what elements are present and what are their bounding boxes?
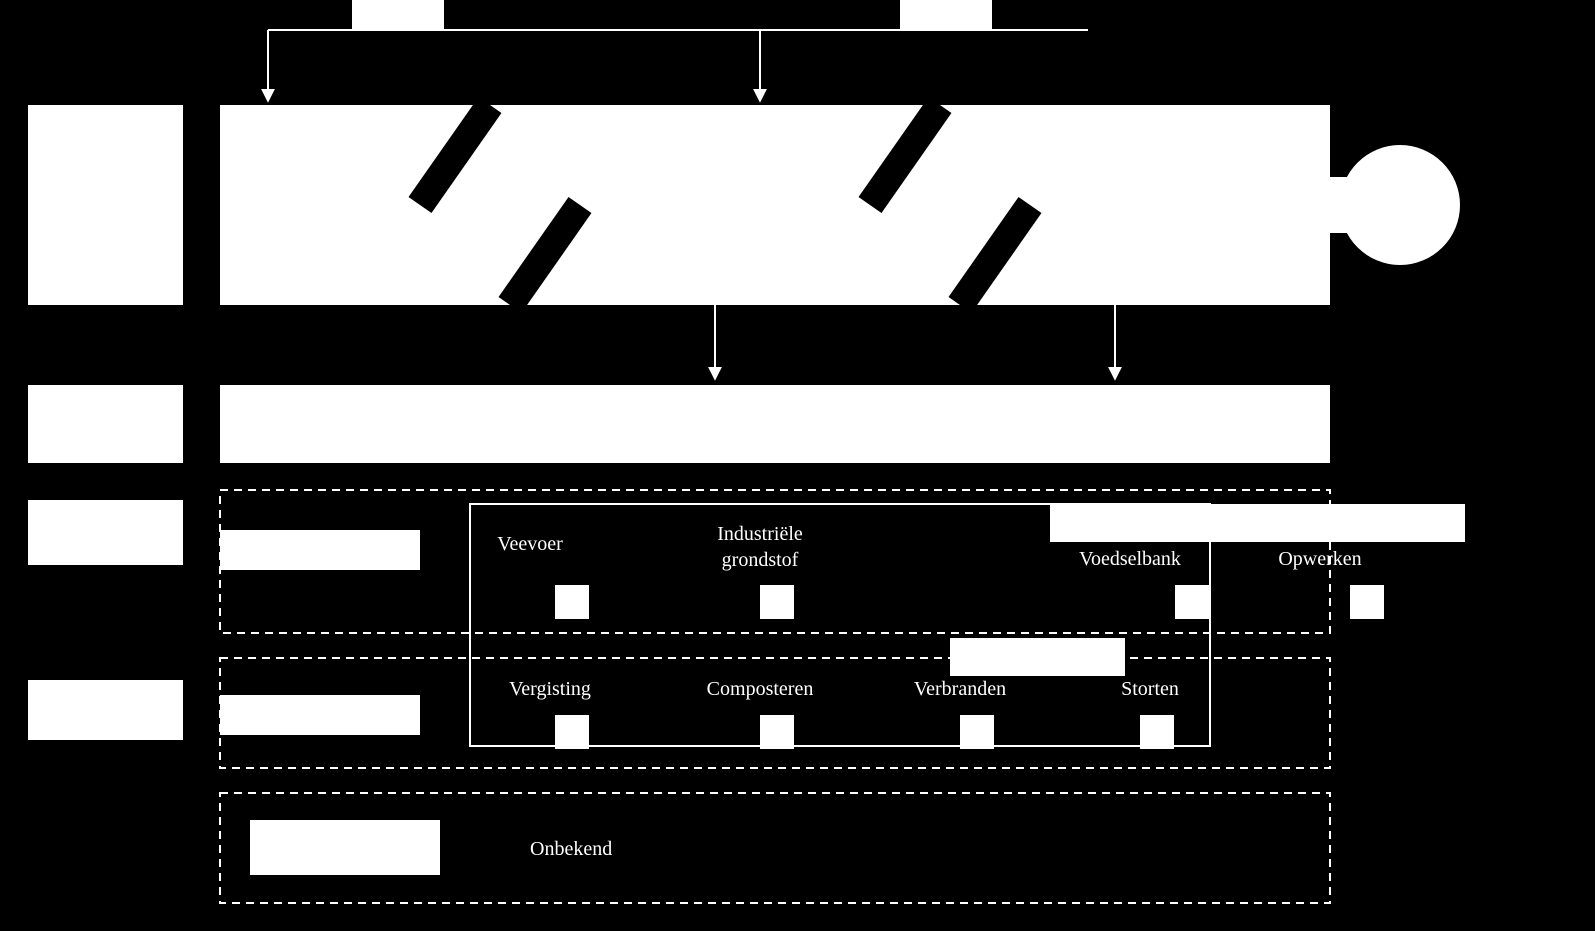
panel1-item-1-box <box>760 585 794 619</box>
panel2-item-1-label: Composteren <box>707 678 814 700</box>
lc-4 <box>28 680 183 740</box>
panel1-item-2-box <box>1175 585 1209 619</box>
panel2-item-0-box <box>555 715 589 749</box>
panel1-item-1-label-line2: grondstof <box>722 549 799 571</box>
panel1-item-1-label: Industriële <box>717 523 803 545</box>
main-band <box>220 105 1330 305</box>
lc-1 <box>28 105 183 305</box>
panel1-item-2-label: Voedselbank <box>1079 548 1181 570</box>
lc-2 <box>28 385 183 463</box>
tab-right <box>900 0 992 30</box>
lc-3 <box>28 500 183 565</box>
tab-left <box>352 0 444 30</box>
panel2-item-1-box <box>760 715 794 749</box>
panel2-item-3-label: Storten <box>1121 678 1179 700</box>
panel1-item-3-label: Opwerken <box>1278 548 1361 570</box>
mid-bar <box>220 385 1330 463</box>
nevenstromen-tab <box>950 638 1125 676</box>
panel3-label: Onbekend <box>530 838 612 860</box>
panel1-left-bar <box>220 530 420 570</box>
panel2-item-2-box <box>960 715 994 749</box>
panel2-left-bar <box>220 695 420 735</box>
panel1-item-3-box <box>1350 585 1384 619</box>
panel1-header-bar <box>1050 504 1465 542</box>
panel2-item-0-label: Vergisting <box>509 678 591 700</box>
panel1-item-0-box <box>555 585 589 619</box>
panel2-item-2-label: Verbranden <box>914 678 1006 700</box>
end-circle <box>1340 145 1460 265</box>
panel2-item-3-box <box>1140 715 1174 749</box>
panel1-item-0-label: Veevoer <box>497 533 563 555</box>
panel3-inner-box <box>250 820 440 875</box>
